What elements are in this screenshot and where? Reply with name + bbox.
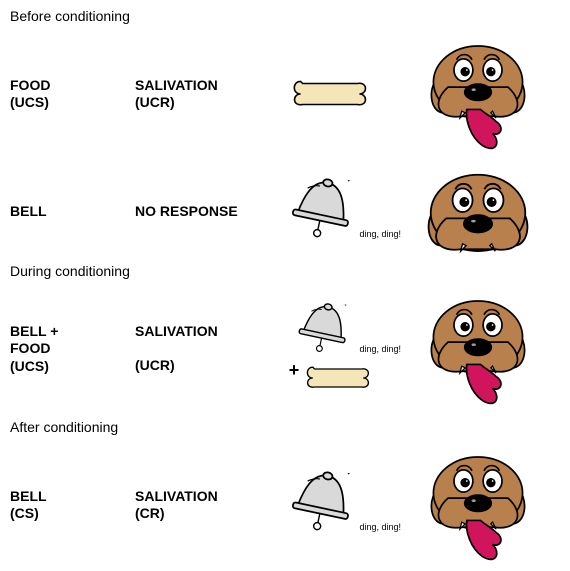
response-note: (UCR) xyxy=(135,94,265,112)
stimulus-label: FOOD xyxy=(10,77,135,95)
stimulus-l1: BELL + xyxy=(10,323,135,341)
row-before-food: FOOD (UCS) SALIVATION (UCR) xyxy=(10,28,560,160)
stimulus-note: (UCS) xyxy=(10,358,135,376)
row-during: BELL + FOOD (UCS) SALIVATION (UCR) ding,… xyxy=(10,283,560,415)
phase-label-during: During conditioning xyxy=(10,263,560,279)
row-after: BELL (CS) SALIVATION (CR) ding, ding! xyxy=(10,439,560,571)
ding-text: ding, ding! xyxy=(359,522,401,532)
response-label: SALIVATION xyxy=(135,77,265,95)
dog-plain-icon xyxy=(395,162,560,262)
ding-text: ding, ding! xyxy=(359,344,401,354)
stimulus-label: BELL xyxy=(10,203,135,221)
phase-label-before: Before conditioning xyxy=(10,8,560,24)
stimulus-l2: FOOD xyxy=(10,340,135,358)
row-bell-noresponse: BELL NO RESPONSE ding, ding! xyxy=(10,164,560,259)
response-label: SALIVATION xyxy=(135,488,265,506)
bell-icon: ding, ding! xyxy=(265,470,395,540)
ding-text: ding, ding! xyxy=(359,229,401,239)
response-label: SALIVATION xyxy=(135,323,265,341)
plus-sign: + xyxy=(289,360,300,381)
response-label: NO RESPONSE xyxy=(135,203,265,221)
bone-icon xyxy=(265,73,395,115)
response-note: (CR) xyxy=(135,505,265,523)
stimulus-note: (UCS) xyxy=(10,94,135,112)
response-note: (UCR) xyxy=(135,357,265,375)
stimulus-label: BELL xyxy=(10,488,135,506)
dog-salivating-icon xyxy=(395,289,560,409)
dog-salivating-icon xyxy=(395,34,560,154)
bell-plus-bone: ding, ding! + xyxy=(265,302,395,396)
phase-label-after: After conditioning xyxy=(10,419,560,435)
dog-salivating-icon xyxy=(395,445,560,565)
bell-icon: ding, ding! xyxy=(265,177,395,247)
stimulus-note: (CS) xyxy=(10,505,135,523)
conditioning-diagram: Before conditioning FOOD (UCS) SALIVATIO… xyxy=(0,0,570,570)
